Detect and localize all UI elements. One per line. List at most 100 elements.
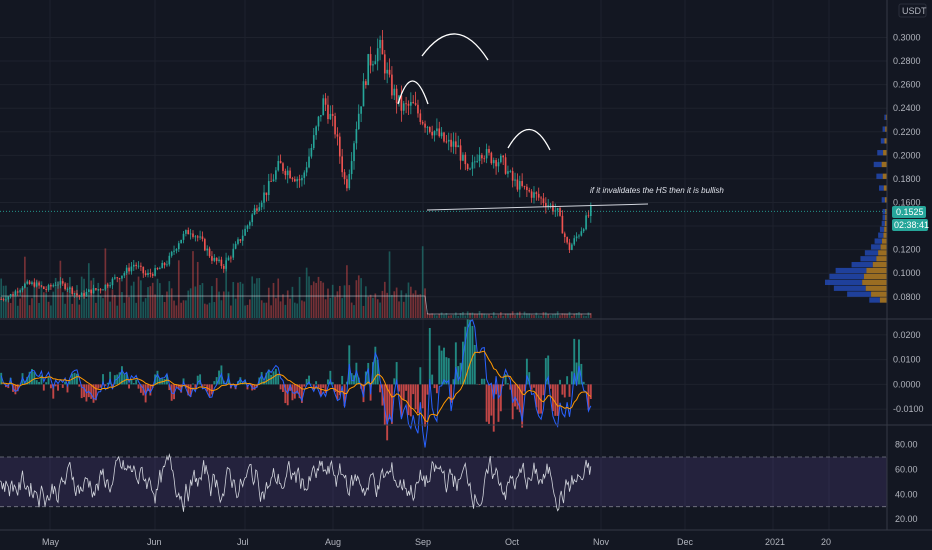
candle-body [87, 289, 90, 292]
candle-body [38, 282, 40, 286]
macd-histogram-bar [106, 382, 109, 385]
x-tick-label: Aug [325, 537, 341, 547]
candle-body [431, 131, 433, 136]
candle-body [372, 64, 374, 66]
candle-body [476, 161, 478, 162]
volume-bar [481, 313, 483, 318]
candle-body [459, 145, 462, 161]
macd-histogram-bar [319, 384, 322, 396]
macd-histogram-bar [208, 384, 211, 397]
volume-bar [438, 313, 441, 318]
candle-body [121, 275, 123, 279]
candle-body [552, 204, 554, 212]
volume-bar [350, 302, 353, 318]
price-tick-label: 0.2000 [893, 150, 921, 160]
candle-body [395, 88, 398, 103]
volume-bar [533, 315, 535, 318]
macd-histogram-bar [132, 383, 135, 385]
volume-bar [61, 292, 64, 318]
macd-histogram-bar [547, 355, 550, 385]
volume-ma-line [1, 295, 591, 315]
macd-histogram-bar [502, 384, 505, 386]
volume-bar [436, 315, 438, 318]
candle-body [194, 236, 197, 238]
macd-histogram-bar [509, 384, 512, 390]
macd-histogram-bar [4, 384, 7, 388]
volume-bar [537, 315, 540, 318]
volume-bar [66, 282, 69, 318]
volume-bar [296, 303, 299, 318]
volume-bar [156, 278, 159, 318]
volume-profile-bar-up [882, 208, 886, 215]
rsi-tick-label: 20.00 [895, 514, 918, 524]
volume-bar [16, 305, 19, 318]
macd-histogram-bar [402, 384, 405, 401]
macd-histogram-bar [300, 384, 303, 403]
macd-histogram-bar [317, 384, 320, 388]
candle-body [547, 205, 550, 207]
candle-body [95, 288, 97, 290]
macd-histogram-bar [331, 382, 334, 385]
candle-body [201, 236, 204, 240]
volume-bar [282, 294, 284, 318]
candle-body [575, 236, 578, 239]
volume-bar [343, 285, 346, 318]
macd-histogram-bar [409, 384, 412, 417]
volume-bar [118, 278, 121, 318]
macd-histogram-bar [327, 379, 329, 385]
volume-bar [478, 311, 481, 318]
macd-histogram-bar [542, 384, 545, 396]
volume-bar [109, 301, 111, 318]
candle-body [310, 147, 313, 157]
candle-body [308, 156, 310, 168]
candle-body [284, 170, 287, 176]
macd-histogram-bar [428, 328, 431, 385]
macd-histogram-bar [345, 381, 348, 385]
macd-histogram-bar [528, 372, 531, 385]
candle-body [272, 179, 275, 182]
volume-profile-bar-up [864, 250, 879, 256]
candle-body [357, 113, 360, 130]
neckline [426, 203, 649, 211]
volume-bar [211, 286, 213, 318]
candle-body [544, 203, 547, 207]
candle-body [426, 127, 429, 128]
macd-histogram-bar [438, 345, 441, 385]
volume-bar [230, 305, 232, 318]
candle-body [47, 285, 50, 290]
volume-bar [317, 276, 320, 318]
candle-body [440, 132, 443, 137]
candle-body [478, 154, 481, 162]
candle-body [452, 141, 455, 147]
volume-profile-bar-down [879, 297, 887, 303]
volume-profile-bar-down [885, 214, 887, 221]
macd-histogram-bar [405, 384, 408, 391]
volume-bar [336, 291, 339, 318]
macd-histogram-bar [180, 384, 183, 393]
candle-body [118, 278, 121, 280]
volume-profile-bar-up [874, 238, 883, 244]
macd-histogram-bar [260, 372, 263, 385]
volume-bar [469, 312, 471, 318]
candle-body [69, 287, 71, 289]
macd-histogram-bar [149, 384, 152, 396]
volume-bar [400, 290, 403, 318]
volume-bar [218, 291, 220, 318]
volume-bar [38, 302, 40, 318]
volume-bar [549, 315, 552, 318]
macd-histogram-bar [431, 374, 434, 385]
macd-histogram-bar [201, 384, 204, 387]
volume-bar [241, 283, 244, 318]
candle-body [303, 172, 306, 178]
volume-profile-bar-up [851, 262, 873, 268]
macd-histogram-bar [490, 384, 493, 416]
volume-profile-bar-down [863, 273, 887, 280]
candle-body [135, 264, 137, 266]
macd-histogram-bar [279, 384, 282, 390]
macd-histogram-bar [443, 347, 445, 385]
candle-body [9, 294, 12, 297]
volume-profile-bar-down [882, 238, 887, 244]
candle-body [511, 171, 514, 181]
volume-bar [291, 286, 294, 318]
